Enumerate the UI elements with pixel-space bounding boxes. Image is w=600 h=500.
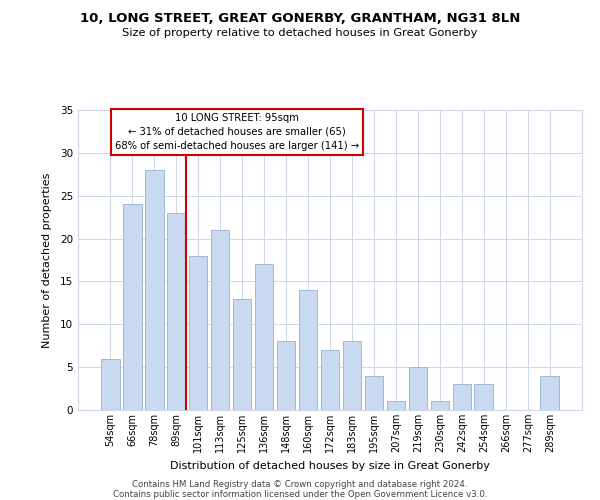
Text: Contains HM Land Registry data © Crown copyright and database right 2024.: Contains HM Land Registry data © Crown c… [132,480,468,489]
Bar [452,384,471,410]
Bar [343,342,361,410]
Bar [386,402,405,410]
Y-axis label: Number of detached properties: Number of detached properties [41,172,52,348]
Bar [189,256,208,410]
Bar [145,170,164,410]
Bar [167,213,185,410]
Text: 10 LONG STREET: 95sqm
← 31% of detached houses are smaller (65)
68% of semi-deta: 10 LONG STREET: 95sqm ← 31% of detached … [115,113,359,151]
Bar [277,342,295,410]
Text: Contains public sector information licensed under the Open Government Licence v3: Contains public sector information licen… [113,490,487,499]
Bar [541,376,559,410]
Bar [233,298,251,410]
Bar [475,384,493,410]
Bar [101,358,119,410]
Bar [255,264,274,410]
Bar [409,367,427,410]
Bar [320,350,340,410]
Bar [211,230,229,410]
Text: 10, LONG STREET, GREAT GONERBY, GRANTHAM, NG31 8LN: 10, LONG STREET, GREAT GONERBY, GRANTHAM… [80,12,520,26]
X-axis label: Distribution of detached houses by size in Great Gonerby: Distribution of detached houses by size … [170,460,490,470]
Bar [365,376,383,410]
Bar [299,290,317,410]
Bar [123,204,142,410]
Text: Size of property relative to detached houses in Great Gonerby: Size of property relative to detached ho… [122,28,478,38]
Bar [431,402,449,410]
